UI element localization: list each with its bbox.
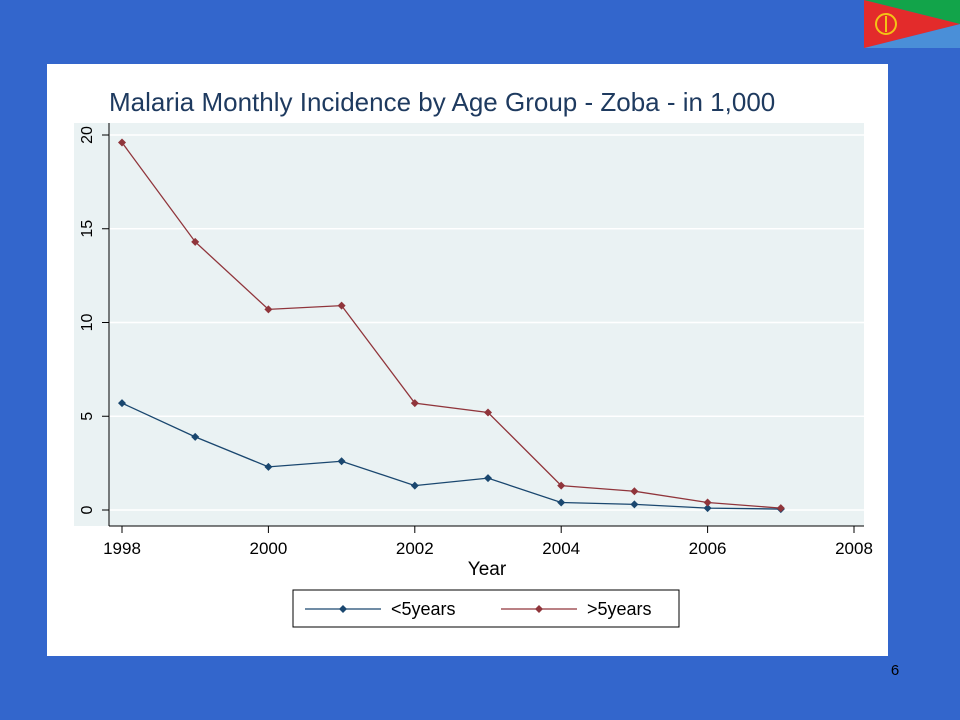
y-tick-label: 0 <box>79 505 96 514</box>
data-point <box>191 237 200 246</box>
y-tick-label: 5 <box>79 412 96 421</box>
data-point <box>410 481 419 490</box>
legend-label: <5years <box>391 599 456 619</box>
flag-red-triangle <box>864 0 960 48</box>
legend-label: >5years <box>587 599 652 619</box>
legend-swatch-marker <box>339 605 347 613</box>
legend-swatch-marker <box>535 605 543 613</box>
data-point <box>337 457 346 466</box>
plot-region <box>74 123 864 526</box>
x-tick-label: 1998 <box>103 539 141 558</box>
x-tick-label: 2008 <box>835 539 873 558</box>
data-point <box>776 504 785 513</box>
chart-panel: 0 5 10 15 20 1998 2000 2002 2004 2006 2008 Malaria… <box>47 64 888 656</box>
flag-emblem-wreath <box>875 13 897 35</box>
x-tick-label: 2004 <box>542 539 580 558</box>
y-tick-label: 15 <box>79 220 96 238</box>
x-tick-label: 2002 <box>396 539 434 558</box>
x-tick-label: 2006 <box>689 539 727 558</box>
y-tick-label: 10 <box>79 314 96 332</box>
eritrea-flag-icon <box>864 0 960 48</box>
x-axis-label: Year <box>468 559 507 580</box>
data-point <box>118 138 126 147</box>
data-point <box>630 500 639 509</box>
data-point <box>337 301 346 310</box>
x-tick-label: 2000 <box>249 539 287 558</box>
data-point <box>630 487 639 496</box>
data-point <box>557 481 566 490</box>
series-layer <box>118 138 785 514</box>
series-line <box>121 142 781 509</box>
data-point <box>484 474 492 483</box>
legend: <5years >5years <box>292 589 680 628</box>
data-point <box>191 432 200 441</box>
data-point <box>264 305 273 314</box>
axes-layer: 0 5 10 15 20 1998 2000 2002 2004 2006 2008 <box>79 123 873 558</box>
data-point <box>703 498 712 507</box>
slide-number: 6 <box>890 662 900 679</box>
grid-layer <box>109 134 864 511</box>
chart-title: Malaria Monthly Incidence by Age Group -… <box>109 87 775 117</box>
data-point <box>703 504 712 513</box>
data-point <box>557 498 566 507</box>
series-line <box>121 402 781 510</box>
y-tick-label: 20 <box>79 126 96 144</box>
incidence-chart: 0 5 10 15 20 1998 2000 2002 2004 2006 2008 Malaria… <box>74 87 873 628</box>
data-point <box>264 462 273 471</box>
data-point <box>118 399 126 408</box>
data-point <box>484 408 492 417</box>
data-point <box>410 399 419 408</box>
